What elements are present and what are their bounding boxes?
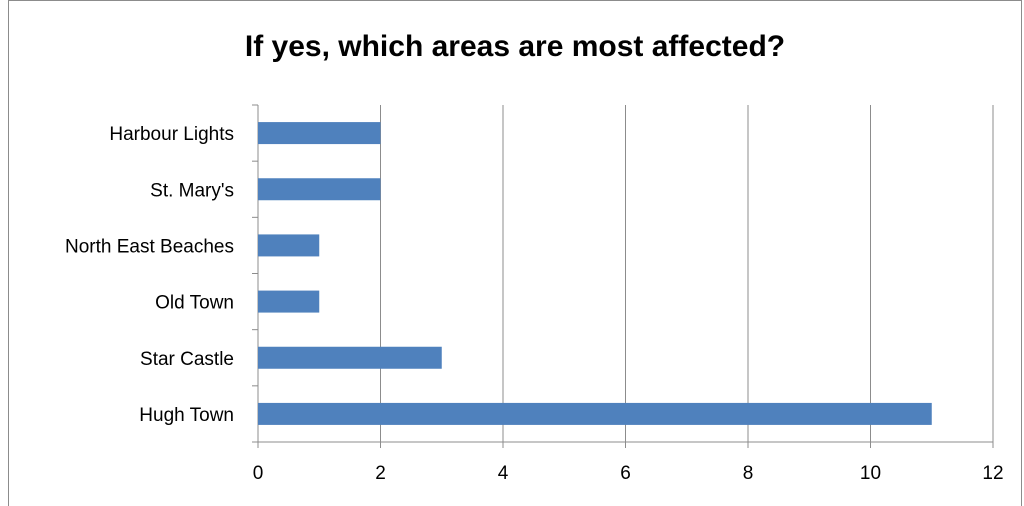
category-label: Hugh Town — [139, 405, 234, 426]
category-label: North East Beaches — [65, 236, 234, 257]
x-tick-label: 10 — [860, 463, 881, 484]
bar — [258, 290, 320, 313]
x-tick-label: 0 — [253, 463, 264, 484]
x-tick-label: 4 — [498, 463, 509, 484]
x-tick-label: 12 — [982, 463, 1003, 484]
x-tick-label: 6 — [620, 463, 631, 484]
x-tick-label: 2 — [375, 463, 386, 484]
bar — [258, 402, 932, 425]
bar — [258, 178, 381, 201]
bar — [258, 234, 320, 257]
x-tick-label: 8 — [743, 463, 754, 484]
bar — [258, 346, 442, 369]
category-label: Old Town — [155, 293, 234, 314]
category-label: Star Castle — [140, 349, 234, 370]
bar — [258, 122, 381, 145]
chart-title: If yes, which areas are most affected? — [244, 30, 786, 63]
category-label: Harbour Lights — [109, 124, 234, 145]
category-label: St. Mary's — [150, 180, 234, 201]
